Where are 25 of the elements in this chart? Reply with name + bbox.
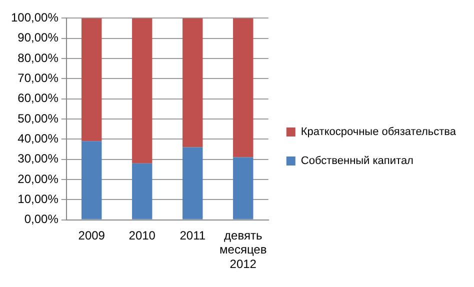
bar — [132, 18, 152, 164]
x-tick-label: 2010 — [128, 228, 156, 242]
y-tick-label: 30,00% — [18, 152, 59, 166]
x-tick-label: 2009 — [78, 228, 106, 242]
bar — [182, 18, 203, 148]
y-tick-label: 40,00% — [18, 131, 59, 146]
legend-label: Краткосрочные обязательства — [300, 126, 457, 138]
y-tick-label: 90,00% — [18, 30, 59, 45]
bar — [233, 18, 254, 158]
y-tick-label: 10,00% — [18, 192, 59, 206]
bar — [233, 157, 254, 220]
x-tick-label: 2011 — [180, 228, 206, 242]
y-tick-label: 60,00% — [18, 91, 59, 106]
y-tick-label: 50,00% — [18, 111, 59, 126]
y-tick-label: 0,00% — [24, 212, 59, 226]
bar — [182, 147, 203, 220]
legend-label: Собственный капитал — [300, 155, 414, 168]
bar — [132, 163, 152, 220]
y-tick-label: 20,00% — [18, 172, 59, 186]
bar — [82, 18, 102, 142]
y-tick-label: 80,00% — [18, 50, 59, 65]
x-tick-label: девять месяцев 2012 — [220, 228, 267, 272]
y-tick-label: 70,00% — [18, 70, 59, 85]
bar — [82, 141, 102, 220]
y-tick-label: 100,00% — [11, 10, 59, 25]
